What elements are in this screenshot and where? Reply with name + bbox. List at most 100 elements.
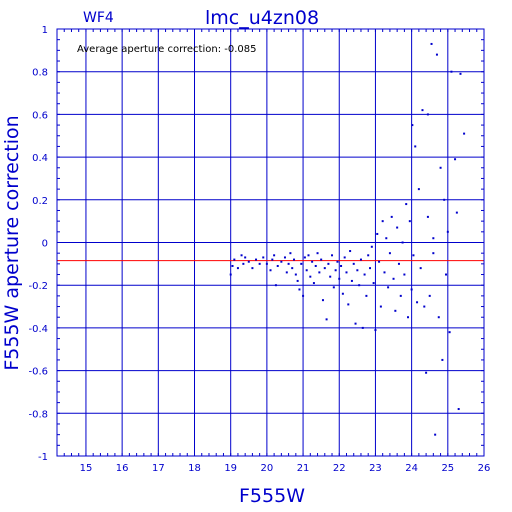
average-annotation: Average aperture correction: -0.085 xyxy=(77,44,257,55)
data-point xyxy=(325,318,328,321)
data-point xyxy=(367,254,370,257)
x-tick-label: 17 xyxy=(152,463,165,474)
grid-lines xyxy=(56,28,485,457)
data-point xyxy=(347,303,350,306)
data-point xyxy=(383,271,386,274)
x-tick-label: 20 xyxy=(261,463,274,474)
y-tick-label: 0.2 xyxy=(32,196,48,207)
data-point xyxy=(321,299,324,302)
y-tick-label: -0.4 xyxy=(28,324,48,335)
x-tick-labels: 15 16 17 18 19 20 21 22 23 24 25 26 xyxy=(80,463,491,474)
x-tick-label: 23 xyxy=(369,463,382,474)
x-tick-label: 15 xyxy=(80,463,93,474)
data-point xyxy=(340,264,343,267)
data-point xyxy=(320,258,323,261)
data-point xyxy=(430,42,433,45)
data-point xyxy=(296,279,299,282)
data-point xyxy=(396,226,399,229)
data-point xyxy=(381,220,384,223)
data-point xyxy=(262,256,265,259)
data-point xyxy=(229,273,232,276)
data-point xyxy=(307,254,310,257)
data-point xyxy=(414,145,417,148)
data-point xyxy=(361,326,364,329)
data-point xyxy=(419,267,422,270)
data-point xyxy=(365,294,368,297)
data-point xyxy=(417,188,420,191)
data-point xyxy=(311,260,314,263)
x-tick-label: 18 xyxy=(188,463,201,474)
data-point xyxy=(327,262,330,265)
data-point xyxy=(269,269,272,272)
data-point xyxy=(242,262,245,265)
data-point xyxy=(298,288,301,291)
data-point xyxy=(450,70,453,73)
data-point xyxy=(293,258,296,261)
data-point xyxy=(385,237,388,240)
x-tick-label: 26 xyxy=(478,463,491,474)
data-points xyxy=(229,42,466,436)
y-tick-label: -0.8 xyxy=(28,409,48,420)
data-point xyxy=(247,260,250,263)
data-point xyxy=(394,309,397,312)
data-point xyxy=(397,262,400,265)
data-point xyxy=(459,72,462,75)
data-point xyxy=(432,237,435,240)
data-point xyxy=(318,271,321,274)
data-point xyxy=(231,264,234,267)
data-point xyxy=(244,256,247,259)
data-point xyxy=(350,279,353,282)
data-point xyxy=(441,358,444,361)
data-point xyxy=(457,408,460,411)
data-point xyxy=(258,262,261,265)
data-point xyxy=(454,158,457,161)
data-point xyxy=(280,260,283,263)
y-tick-label: 0 xyxy=(42,239,48,250)
y-tick-label: 0.8 xyxy=(32,68,48,79)
data-point xyxy=(303,256,306,259)
data-point xyxy=(401,241,404,244)
data-point xyxy=(435,53,438,56)
data-point xyxy=(255,258,258,261)
data-point xyxy=(388,252,391,255)
data-point xyxy=(354,322,357,325)
data-point xyxy=(379,305,382,308)
data-point xyxy=(349,250,352,253)
data-point xyxy=(289,252,292,255)
data-point xyxy=(446,230,449,233)
data-point xyxy=(358,284,361,287)
y-tick-labels: -1 -0.8 -0.6 -0.4 -0.2 0 0.2 0.4 0.6 0.8 1 xyxy=(28,25,48,463)
y-tick-label: 1 xyxy=(42,25,48,36)
data-point xyxy=(273,254,276,257)
data-point xyxy=(426,215,429,218)
data-point xyxy=(369,267,372,270)
data-point xyxy=(407,316,410,319)
data-point xyxy=(309,275,312,278)
data-point xyxy=(421,109,424,112)
data-point xyxy=(331,254,334,257)
data-point xyxy=(378,260,381,263)
data-point xyxy=(423,305,426,308)
data-point xyxy=(411,124,414,127)
data-point xyxy=(312,282,315,285)
data-point xyxy=(285,271,288,274)
data-point xyxy=(434,433,437,436)
data-point xyxy=(302,294,305,297)
y-tick-label: -1 xyxy=(38,452,48,463)
data-point xyxy=(323,267,326,270)
data-point xyxy=(343,256,346,259)
data-point xyxy=(437,316,440,319)
data-point xyxy=(463,132,466,135)
data-point xyxy=(305,269,308,272)
data-point xyxy=(376,232,379,235)
data-point xyxy=(387,286,390,289)
data-point xyxy=(455,211,458,214)
data-point xyxy=(338,277,341,280)
y-tick-label: 0.4 xyxy=(32,153,48,164)
data-point xyxy=(265,262,268,265)
data-point xyxy=(445,273,448,276)
data-point xyxy=(294,273,297,276)
data-point xyxy=(403,273,406,276)
x-tick-label: 16 xyxy=(116,463,129,474)
